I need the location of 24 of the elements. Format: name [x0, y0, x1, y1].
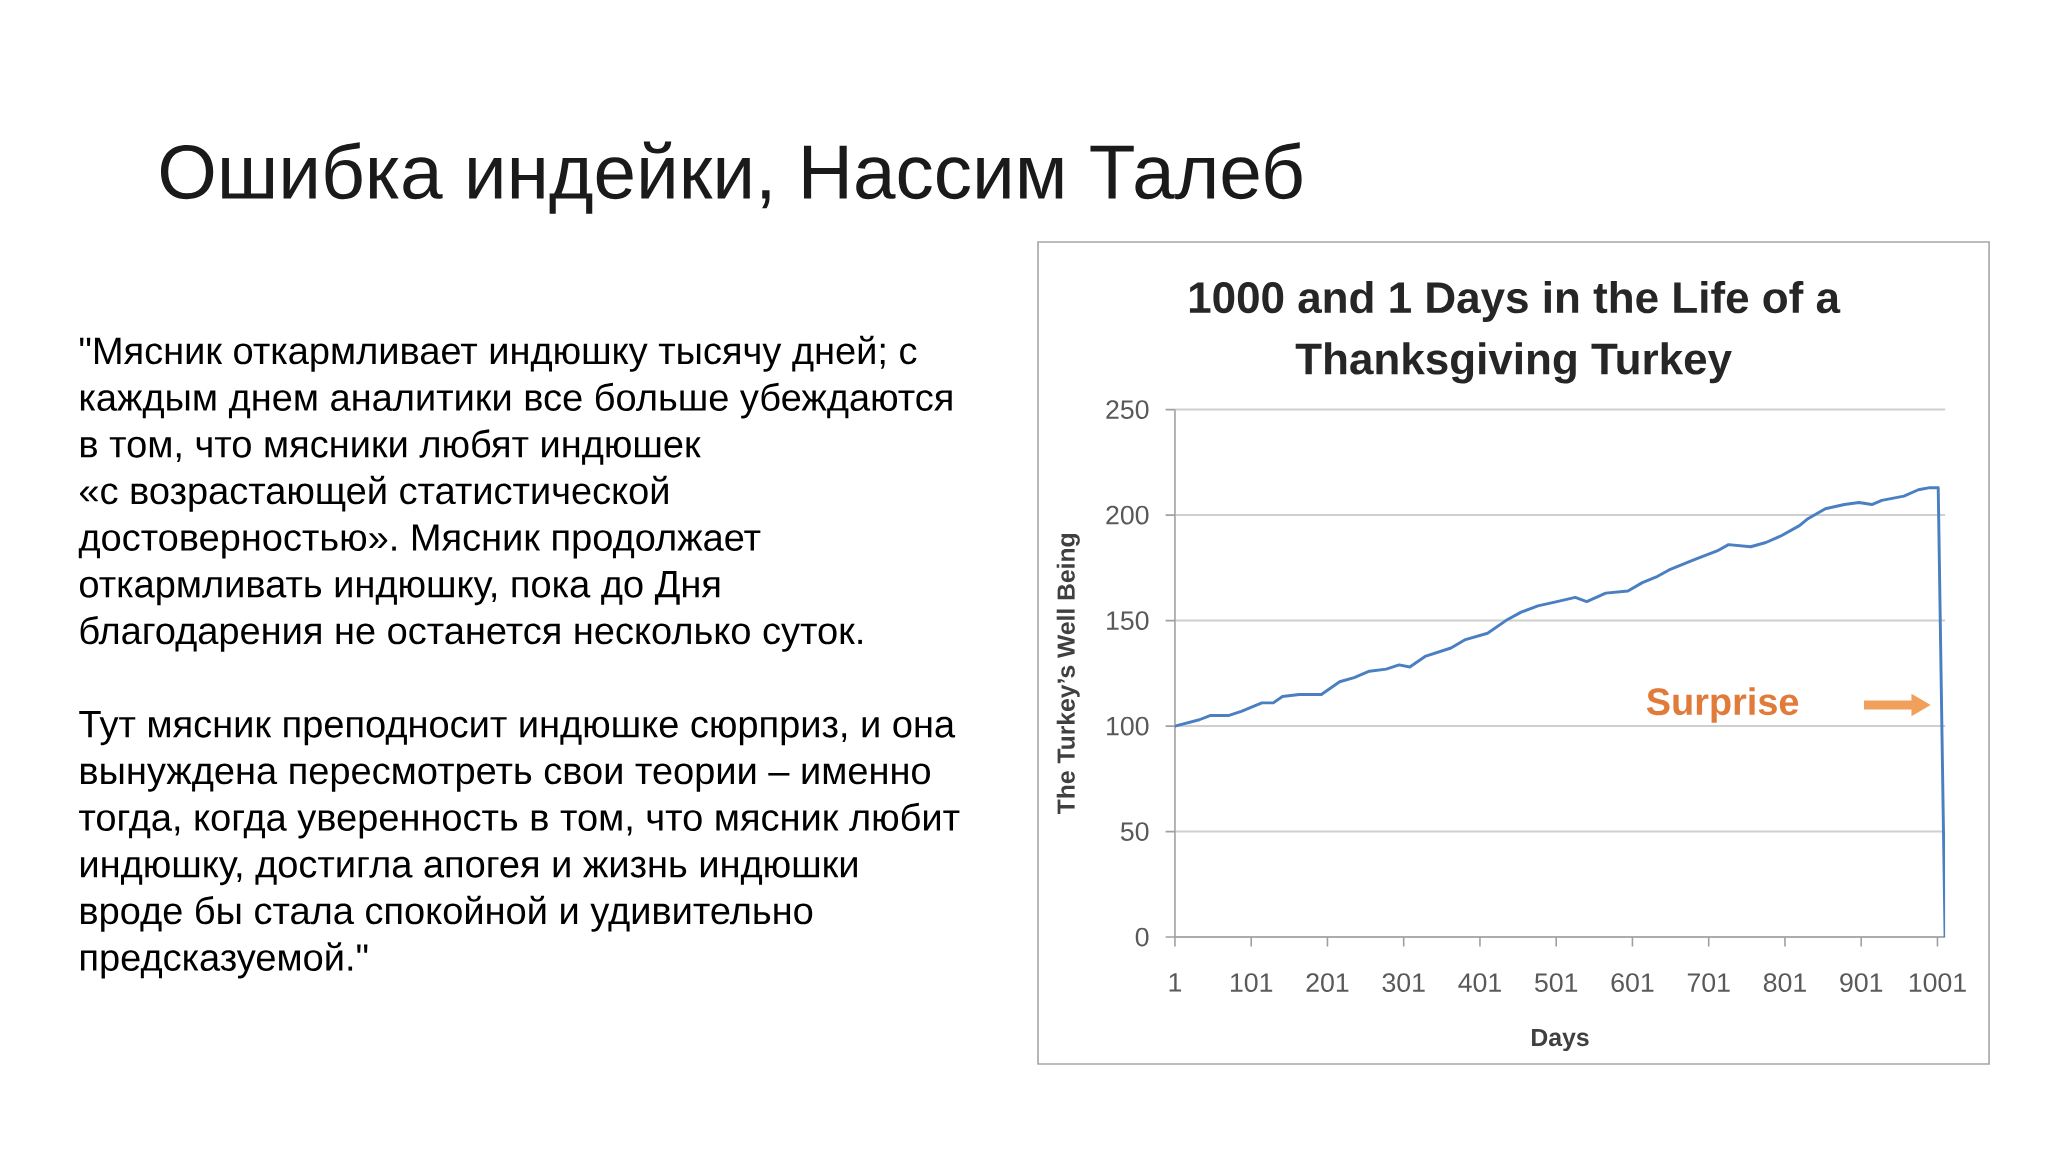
x-tick-label: 1: [1169, 973, 1182, 992]
x-tick-label: 101: [1231, 973, 1273, 993]
x-tick-label: 701: [1687, 973, 1730, 993]
annotation: Surprise: [1646, 687, 1799, 723]
y-tick-label: 0: [1135, 927, 1149, 947]
x-tick-label: 201: [1306, 973, 1349, 993]
y-tick-label: 100: [1107, 716, 1149, 736]
x-tick-label: 801: [1763, 973, 1806, 993]
x-tick-label: 301: [1382, 973, 1425, 993]
text: Тут мясник преподносит индюшке сюрприз, и она вынуждена пересмотреть свои теории – именно тогда, когда уверенность в том, что мясник любит индюшку, достигла апогея и жизнь индюшки вроде бы стала спокойной и удивительно предсказуемой.": [79, 711, 960, 979]
x-tick-label: 601: [1611, 973, 1654, 993]
x-tick-label: 1001: [1909, 973, 1966, 993]
y-axis-title: The Turkey’s Well Being: [1056, 534, 1080, 814]
x-axis-title: Days: [1532, 1028, 1589, 1052]
chart-title: 1000 and 1 Days in the Life of a Thanksgiving Turkey: [1189, 280, 1841, 384]
y-tick-label: 200: [1106, 505, 1149, 525]
x-tick-label: 501: [1535, 973, 1578, 993]
text: "Мясник откармливает индюшку тысячу дней; с каждым днем аналитики все больше убеждаются в том, что мясники любят индюшек «с возрастающей статистической достоверностью». Мясник продолжает откармливать индюшку, пока до Дня благодарения не останется несколько суток.: [78, 335, 952, 652]
y-tick-label: 50: [1120, 822, 1149, 842]
y-tick-label: 150: [1107, 611, 1149, 631]
text: Ошибка индейки, Нассим Талеб: [160, 141, 1302, 214]
x-tick-label: 901: [1840, 973, 1883, 993]
x-tick-label: 401: [1458, 973, 1501, 993]
y-tick-label: 250: [1106, 400, 1149, 420]
